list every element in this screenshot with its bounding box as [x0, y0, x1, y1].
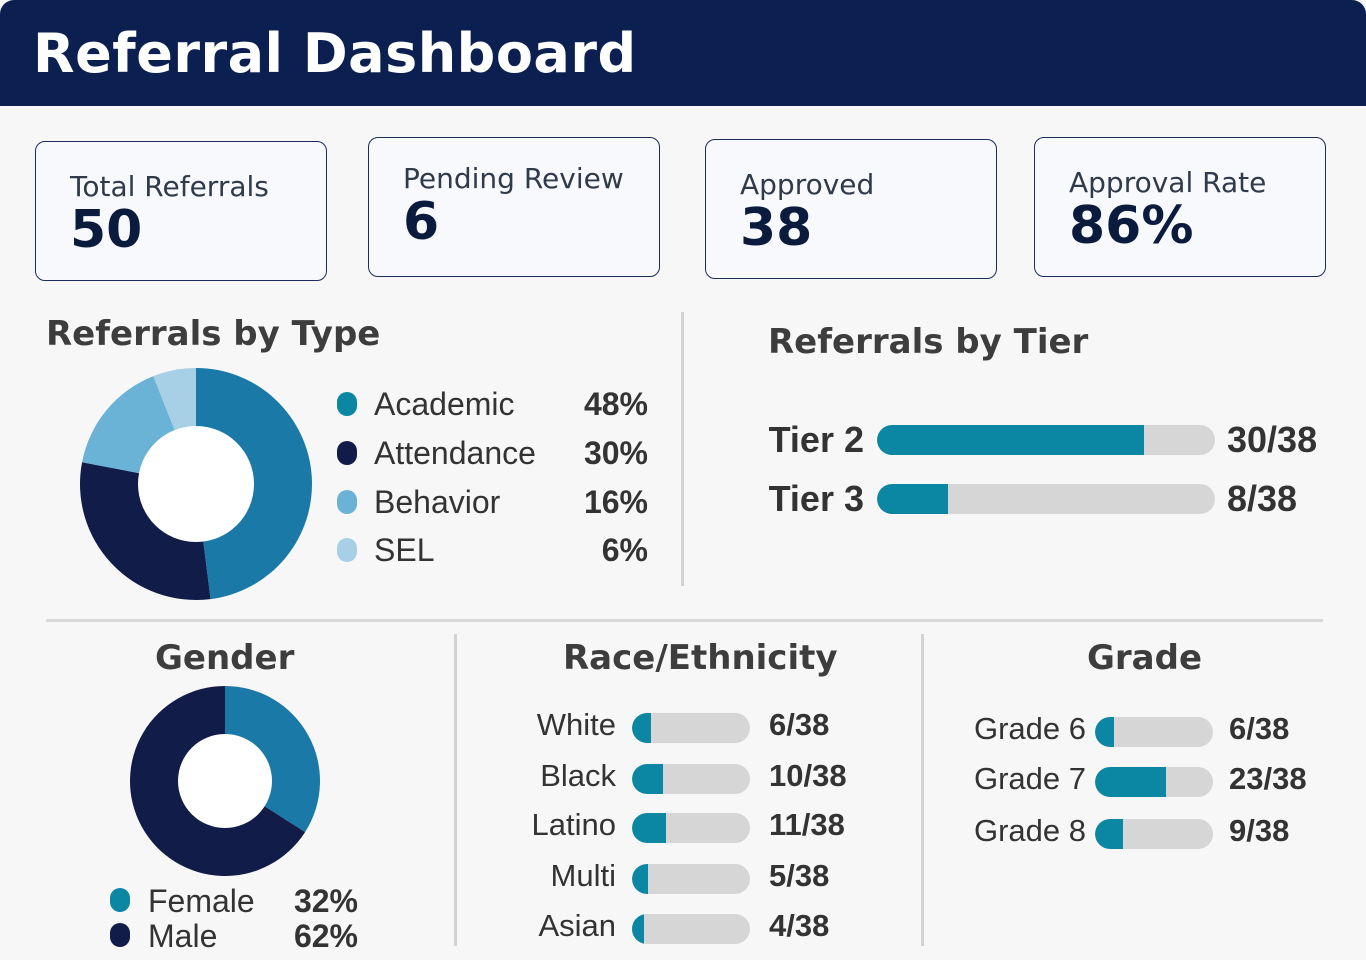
legend-value-attendance: 30%	[583, 435, 648, 471]
legend-dot-male	[110, 923, 130, 947]
bar-label-grade-7: Grade 7	[973, 761, 1086, 796]
bar-white	[632, 713, 651, 743]
bar-track-black	[632, 764, 750, 794]
section-divider	[46, 619, 1323, 622]
bar-track-grade-6	[1095, 717, 1213, 747]
legend-label-behavior: Behavior	[374, 484, 501, 520]
section-divider	[921, 634, 924, 946]
kpi-card-total-referrals: Total Referrals 50	[35, 141, 327, 281]
kpi-value: 50	[70, 200, 143, 260]
bar-grade-7	[1095, 767, 1167, 797]
bar-grade-6	[1095, 717, 1114, 747]
bar-value-tier-2: 30/38	[1227, 419, 1318, 460]
kpi-value: 38	[740, 198, 813, 258]
legend-label-male: Male	[148, 918, 218, 954]
chart-title-referrals-by-tier: Referrals by Tier	[768, 322, 1089, 362]
legend-dot-attendance	[337, 441, 357, 465]
legend-dot-behavior	[337, 490, 357, 514]
kpi-card-approved: Approved 38	[705, 139, 997, 279]
bar-label-black: Black	[540, 758, 616, 793]
bar-value-multi: 5/38	[769, 858, 830, 893]
dashboard-header: Referral Dashboard	[0, 0, 1366, 106]
donut-chart-gender	[130, 686, 320, 877]
chart-title-grade: Grade	[1087, 638, 1203, 678]
bar-track-tier-3	[877, 484, 1215, 514]
bar-label-white: White	[536, 707, 616, 742]
kpi-label: Total Referrals	[70, 170, 269, 203]
donut-hole	[178, 734, 272, 828]
legend-value-male: 62%	[293, 918, 358, 954]
bar-tier-3	[877, 484, 949, 514]
bar-asian	[632, 914, 645, 944]
bar-label-tier-2: Tier 2	[768, 419, 864, 460]
kpi-value: 86%	[1069, 196, 1194, 256]
legend-value-female: 32%	[293, 883, 358, 919]
bar-value-asian: 4/38	[769, 908, 830, 943]
legend-dot-female	[110, 888, 130, 912]
legend-dot-academic	[337, 392, 357, 416]
chart-title-referrals-by-type: Referrals by Type	[46, 314, 381, 354]
bar-value-grade-7: 23/38	[1229, 761, 1307, 796]
section-divider	[454, 634, 457, 946]
bar-track-tier-2	[877, 425, 1215, 455]
bar-label-asian: Asian	[538, 908, 616, 943]
kpi-card-approval-rate: Approval Rate 86%	[1034, 137, 1326, 277]
legend-value-sel: 6%	[601, 532, 648, 568]
bar-track-asian	[632, 914, 750, 944]
bar-value-latino: 11/38	[769, 807, 845, 842]
page-title: Referral Dashboard	[33, 22, 637, 85]
kpi-value: 6	[403, 192, 440, 252]
donut-chart-referrals-by-type	[79, 368, 313, 601]
bar-value-grade-8: 9/38	[1229, 813, 1290, 848]
legend-value-academic: 48%	[583, 386, 648, 422]
bar-value-black: 10/38	[769, 758, 847, 793]
bar-track-white	[632, 713, 750, 743]
bar-label-tier-3: Tier 3	[768, 478, 864, 519]
bar-label-grade-8: Grade 8	[973, 813, 1086, 848]
bar-value-tier-3: 8/38	[1227, 478, 1298, 519]
bar-multi	[632, 864, 648, 894]
legend-label-sel: SEL	[374, 532, 435, 568]
bar-label-latino: Latino	[531, 807, 616, 842]
legend-dot-sel	[337, 538, 357, 562]
kpi-label: Approved	[740, 168, 875, 201]
bar-black	[632, 764, 664, 794]
section-divider	[681, 312, 684, 586]
kpi-label: Pending Review	[403, 162, 624, 195]
bar-track-latino	[632, 813, 750, 843]
chart-title-race-ethnicity: Race/Ethnicity	[563, 638, 838, 678]
kpi-card-pending-review: Pending Review 6	[368, 137, 660, 277]
slice-academic	[196, 368, 313, 600]
bar-track-grade-8	[1095, 819, 1213, 849]
bar-grade-8	[1095, 819, 1123, 849]
kpi-label: Approval Rate	[1069, 166, 1267, 199]
bar-tier-2	[877, 425, 1144, 455]
bar-track-multi	[632, 864, 750, 894]
bar-latino	[632, 813, 667, 843]
legend-label-attendance: Attendance	[374, 435, 536, 471]
bar-label-grade-6: Grade 6	[973, 711, 1086, 746]
donut-hole	[138, 426, 254, 542]
bar-value-grade-6: 6/38	[1229, 711, 1290, 746]
legend-label-academic: Academic	[374, 386, 515, 422]
legend-value-behavior: 16%	[583, 484, 648, 520]
legend-label-female: Female	[148, 883, 255, 919]
chart-title-gender: Gender	[155, 638, 295, 678]
bar-track-grade-7	[1095, 767, 1213, 797]
bar-value-white: 6/38	[769, 707, 830, 742]
bar-label-multi: Multi	[550, 858, 616, 893]
